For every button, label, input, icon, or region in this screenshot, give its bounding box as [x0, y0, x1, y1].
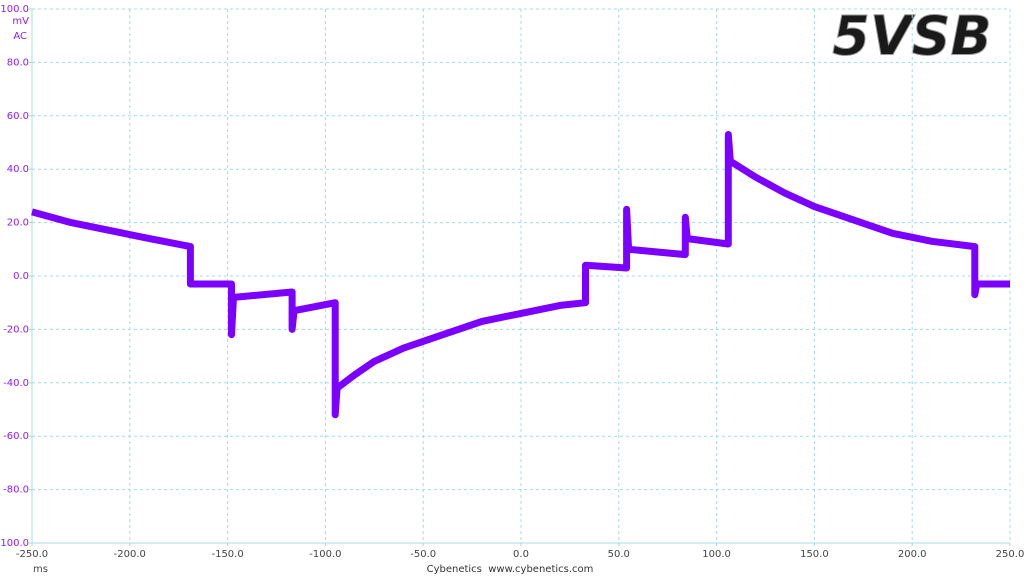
y-tick-label: 80.0 — [7, 57, 29, 68]
footer: Cybenetics www.cybenetics.com — [427, 564, 594, 575]
x-tick-label: 0.0 — [513, 549, 529, 560]
y-tick-label: -60.0 — [3, 431, 29, 442]
x-tick-label: -200.0 — [114, 549, 146, 560]
y-tick-label: -40.0 — [3, 378, 29, 389]
y-tick-label: 20.0 — [7, 218, 29, 229]
y-tick-label: 60.0 — [7, 111, 29, 122]
y-tick-label: 0.0 — [13, 271, 29, 282]
x-tick-label: -100.0 — [309, 549, 341, 560]
y-tick-label: 100.0 — [0, 4, 29, 15]
x-tick-label: 250.0 — [996, 549, 1024, 560]
y-tick-label: -80.0 — [3, 485, 29, 496]
y-tick-label: -20.0 — [3, 324, 29, 335]
x-tick-label: 200.0 — [898, 549, 927, 560]
x-tick-label: 50.0 — [608, 549, 630, 560]
y-tick-label: -100.0 — [0, 538, 29, 549]
y-unit: mV — [12, 16, 29, 27]
x-axis-label: ms — [33, 564, 48, 575]
y-tick-label: 40.0 — [7, 164, 29, 175]
coupling: AC — [13, 31, 27, 42]
trace — [31, 131, 1010, 419]
x-tick-label: 150.0 — [800, 549, 829, 560]
x-tick-label: -50.0 — [410, 549, 436, 560]
x-tick-label: -150.0 — [211, 549, 243, 560]
x-tick-label: -250.0 — [16, 549, 48, 560]
x-tick-label: 100.0 — [702, 549, 731, 560]
